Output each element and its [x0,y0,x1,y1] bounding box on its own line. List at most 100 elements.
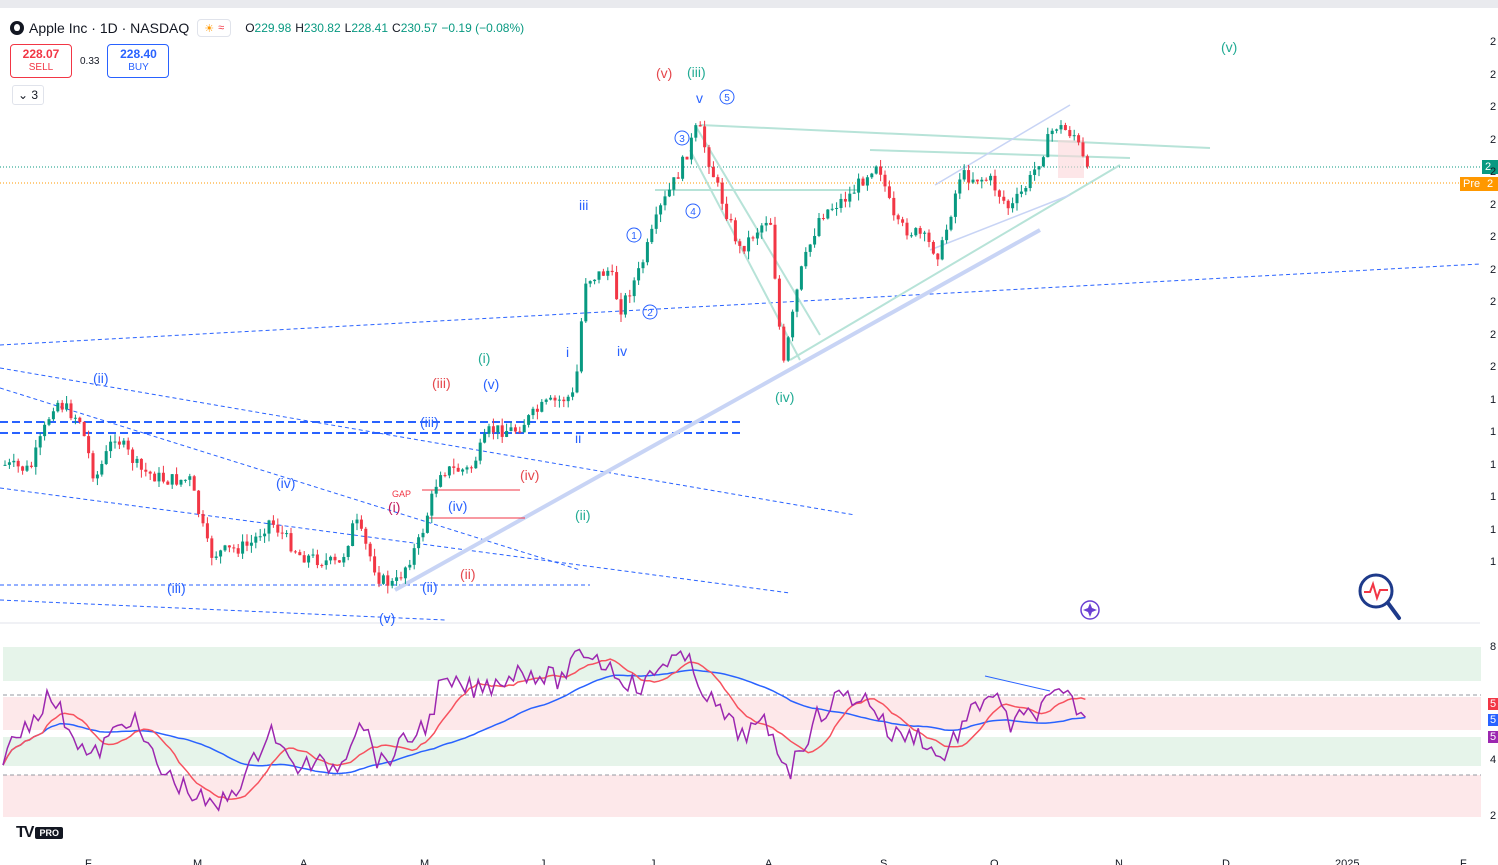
ohlc-close: C230.57 [392,21,438,35]
pro-badge: PRO [35,827,63,839]
candle-body [1041,157,1045,167]
candle-body [412,548,416,565]
candle-body [232,547,236,549]
symbol-legend: Apple Inc · 1D · NASDAQ ☀ ≈ O229.98 H230… [10,18,524,38]
candle-body [544,399,548,402]
rsi-axis-label: 5 [1488,714,1498,726]
candle-body [579,321,583,372]
candle-body [1068,130,1072,137]
candle-body [782,326,786,361]
candle-body [390,580,394,586]
candle-body [144,469,148,472]
price-axis-label: 2 [1490,328,1497,341]
candle-body [553,397,557,401]
candle-body [192,476,196,491]
candle-body [505,430,509,437]
candle-body [843,198,847,202]
candle-body [527,415,531,425]
candle-body [443,475,447,477]
gap-lines[interactable] [422,489,525,519]
candle-body [531,408,535,416]
candle-body [210,538,214,558]
wave-label: (ii) [460,566,476,582]
candle-body [751,237,755,239]
time-axis-label: M [193,858,202,865]
candle-body [645,242,649,263]
candle-body [25,465,29,471]
candle-body [395,577,399,581]
candle-body [496,425,500,433]
time-axis-label: 2025 [1335,858,1359,865]
session-badges[interactable]: ☀ ≈ [197,19,232,37]
tradingview-logo[interactable]: TV PRO [16,824,63,842]
candle-body [540,401,544,412]
candle-body [909,235,913,237]
wave-label: (iv) [276,475,295,491]
candle-body [663,196,667,206]
price-axis-label: 2 [1490,263,1497,276]
symbol-title[interactable]: Apple Inc · 1D · NASDAQ [29,20,190,36]
highlight-box[interactable] [1058,140,1084,178]
candle-body [219,550,223,557]
candle-body [271,520,275,525]
candle-body [975,179,979,182]
price-axis-label: 2 [1490,231,1497,243]
candle-body [267,520,271,534]
candle-body [1019,191,1023,194]
candle-body [368,543,372,557]
candle-body [826,209,830,219]
candle-body [205,523,209,539]
ohlc-change: −0.19 (−0.08%) [441,21,525,35]
candle-body [808,244,812,252]
candle-body [861,178,865,186]
magnifier-icon[interactable] [1358,573,1401,620]
rsi-line [2,648,1086,812]
rsi-divergence-line[interactable] [984,675,1051,692]
candle-body [698,125,702,127]
channel-lines[interactable] [929,104,1071,251]
candle-body [733,220,737,242]
candle-body [280,532,284,534]
candle-body [500,425,504,437]
candle-body [258,536,262,538]
candle-body [879,166,883,175]
candle-body [962,170,966,180]
candle-body [914,228,918,236]
support-zone-lines[interactable] [0,421,740,434]
price-axis-label: 2 [1490,361,1497,373]
candle-body [958,179,962,194]
candle-body [760,225,764,233]
candle-body [131,449,135,463]
price-axis-label: 2 [1490,296,1497,308]
indicators-toggle-button[interactable]: ⌄ 3 [12,85,44,105]
rsi-ma-line [2,658,1086,801]
candle-body [619,299,623,315]
candle-body [584,283,588,322]
candle-body [522,424,526,433]
price-axis-label: 2 [1490,166,1497,178]
candle-body [289,533,293,552]
sell-button[interactable]: 228.07 SELL [10,44,72,78]
pre-price-tag: 2 [1484,177,1498,191]
buy-button[interactable]: 228.40 BUY [107,44,170,78]
trend-lines[interactable] [0,263,1481,621]
elliott-wave-labels[interactable]: (ii) (iv) (iii) (v) (ii) (i) (iii) (iv) … [93,39,1237,626]
candle-body [518,431,522,433]
price-axis-label: 1 [1490,491,1497,503]
wave-label: (v) [379,610,395,626]
candle-body [408,564,412,568]
candle-body [901,219,905,223]
sparkle-icon[interactable] [1080,600,1100,620]
candle-body [588,281,592,284]
candle-body [478,442,482,461]
time-axis-label: D [1222,858,1230,865]
circled-wave-labels[interactable] [626,89,735,320]
candle-body [513,427,517,432]
candle-body [795,289,799,312]
candle-body [1063,125,1067,131]
candle-body [324,560,328,566]
major-trendline[interactable] [394,228,1041,592]
candle-body [1046,134,1050,158]
time-axis[interactable]: F M A M J J A S O N D 2025 F [85,858,1467,865]
